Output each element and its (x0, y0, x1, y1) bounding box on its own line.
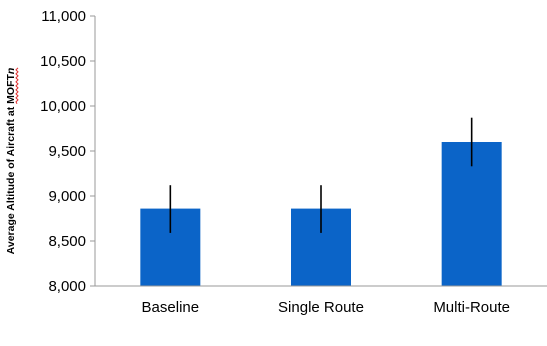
x-tick-label: Baseline (142, 299, 200, 316)
x-axis-labels: Baseline Single Route Multi-Route (142, 299, 510, 316)
x-tick-label: Multi-Route (433, 299, 510, 316)
y-axis-title-suffix: n (5, 68, 17, 74)
y-tick-label: 9,500 (48, 143, 86, 160)
y-tick-label: 11,000 (41, 8, 86, 25)
y-tick-label: 10,000 (40, 98, 86, 115)
y-tick-label: 9,000 (48, 188, 86, 205)
y-tick-label: 10,500 (40, 53, 86, 70)
y-axis-title-group: Average Altitude of Aircraft at MOFTn (5, 67, 19, 255)
x-tick-label: Single Route (278, 299, 364, 316)
axes (94, 16, 547, 287)
y-tick-label: 8,500 (48, 233, 86, 250)
y-axis-ticks: 8,000 8,500 9,000 9,500 10,000 10,500 11,000 (40, 8, 95, 295)
y-axis-title-main: Average Altitude of Aircraft at MOFT (5, 73, 17, 254)
y-axis-title: Average Altitude of Aircraft at MOFTn (5, 68, 17, 255)
bars (140, 117, 502, 286)
y-tick-label: 8,000 (48, 278, 86, 295)
spellcheck-underline (15, 67, 19, 105)
